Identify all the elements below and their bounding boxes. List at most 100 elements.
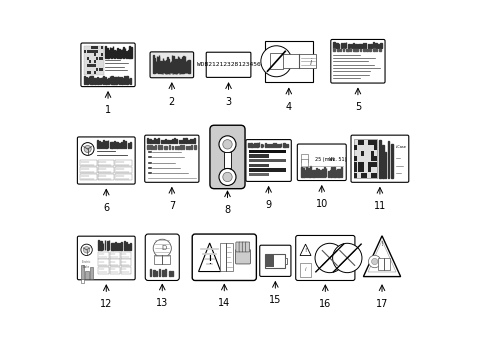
Bar: [385, 152, 386, 178]
Bar: [368, 49, 370, 51]
Bar: [125, 242, 126, 250]
Bar: [364, 173, 366, 178]
Circle shape: [153, 239, 171, 257]
Bar: [346, 49, 348, 51]
Bar: [163, 146, 165, 149]
Bar: [171, 146, 173, 149]
Bar: [272, 143, 273, 148]
Bar: [111, 243, 112, 250]
Polygon shape: [367, 240, 395, 272]
Bar: [305, 167, 306, 177]
Bar: [278, 144, 280, 148]
Bar: [130, 78, 131, 84]
Bar: [98, 174, 114, 180]
FancyBboxPatch shape: [350, 135, 408, 182]
Bar: [189, 139, 191, 143]
Bar: [177, 146, 178, 149]
Bar: [114, 141, 115, 148]
Bar: [109, 252, 120, 258]
Bar: [115, 167, 131, 173]
Bar: [377, 44, 378, 48]
FancyBboxPatch shape: [150, 52, 193, 78]
Bar: [180, 145, 181, 149]
Bar: [115, 242, 116, 250]
FancyBboxPatch shape: [245, 242, 249, 252]
Bar: [343, 43, 344, 48]
Bar: [117, 243, 118, 250]
Bar: [304, 170, 305, 177]
Bar: [123, 140, 124, 148]
Bar: [357, 162, 360, 167]
Bar: [248, 164, 268, 167]
FancyBboxPatch shape: [297, 144, 346, 180]
Bar: [387, 141, 388, 178]
Bar: [264, 41, 312, 82]
Circle shape: [219, 136, 236, 153]
Bar: [109, 259, 120, 266]
Bar: [114, 77, 115, 84]
Bar: [150, 145, 152, 149]
Bar: [94, 64, 96, 67]
Bar: [162, 270, 164, 276]
Bar: [121, 259, 131, 266]
Bar: [269, 54, 282, 69]
Bar: [181, 61, 182, 73]
Text: 9: 9: [265, 200, 271, 210]
Bar: [319, 170, 321, 177]
Bar: [149, 269, 151, 276]
Text: 6: 6: [103, 203, 109, 213]
Bar: [373, 173, 376, 178]
Bar: [219, 243, 225, 271]
Bar: [119, 143, 120, 148]
Bar: [168, 271, 171, 276]
Bar: [91, 46, 93, 49]
Bar: [160, 61, 161, 73]
Bar: [127, 243, 129, 250]
Bar: [105, 46, 106, 58]
Bar: [104, 77, 105, 84]
Bar: [185, 146, 187, 149]
Bar: [89, 60, 91, 63]
Bar: [98, 267, 109, 274]
Bar: [80, 159, 97, 166]
Circle shape: [368, 255, 380, 268]
Bar: [86, 57, 88, 60]
FancyBboxPatch shape: [295, 235, 354, 280]
Bar: [127, 76, 128, 84]
Circle shape: [223, 172, 232, 182]
Bar: [84, 46, 103, 75]
Bar: [367, 162, 370, 167]
Bar: [355, 44, 356, 48]
Bar: [360, 150, 363, 156]
Bar: [353, 139, 377, 178]
Bar: [111, 48, 112, 58]
Bar: [121, 242, 122, 250]
Bar: [125, 141, 126, 148]
Bar: [367, 140, 370, 144]
Bar: [265, 254, 285, 267]
Bar: [90, 76, 91, 84]
Bar: [360, 167, 363, 172]
Bar: [84, 76, 85, 84]
Bar: [183, 56, 184, 73]
Bar: [302, 168, 303, 177]
Bar: [94, 50, 96, 53]
Bar: [126, 50, 127, 58]
Text: i: i: [304, 267, 305, 272]
Bar: [81, 279, 84, 283]
Bar: [152, 270, 155, 276]
Bar: [182, 57, 183, 73]
Bar: [86, 64, 88, 67]
Bar: [354, 145, 357, 150]
Bar: [98, 252, 109, 258]
Bar: [345, 42, 346, 48]
Bar: [374, 43, 377, 48]
Bar: [124, 48, 125, 58]
Bar: [169, 140, 171, 143]
Bar: [101, 68, 103, 71]
Bar: [354, 167, 357, 172]
Bar: [98, 259, 109, 266]
Bar: [161, 140, 162, 143]
Bar: [96, 68, 98, 71]
Bar: [99, 68, 101, 71]
